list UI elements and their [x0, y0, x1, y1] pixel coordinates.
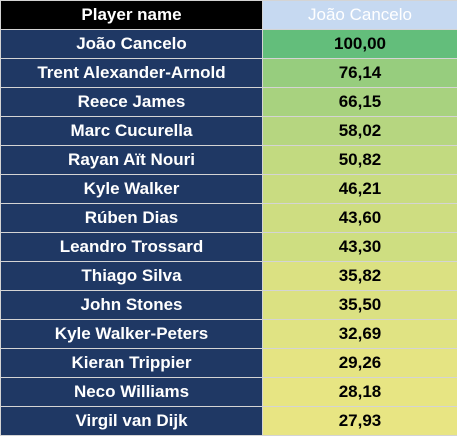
table-row: John Stones 35,50	[0, 290, 457, 320]
table-row: Kieran Trippier 29,26	[0, 348, 457, 378]
player-name-header[interactable]: Player name	[0, 0, 263, 30]
player-name-cell[interactable]: Rúben Dias	[0, 203, 263, 233]
value-cell[interactable]: 58,02	[262, 116, 457, 146]
value-cell[interactable]: 35,50	[262, 290, 457, 320]
table-body: João Cancelo 100,00 Trent Alexander-Arno…	[0, 29, 457, 436]
table-row: Kyle Walker-Peters 32,69	[0, 319, 457, 349]
table-row: Neco Williams 28,18	[0, 377, 457, 407]
player-name-cell[interactable]: Rayan Aït Nouri	[0, 145, 263, 175]
table-row: Rúben Dias 43,60	[0, 203, 457, 233]
player-name-cell[interactable]: João Cancelo	[0, 29, 263, 59]
player-name-cell[interactable]: Kieran Trippier	[0, 348, 263, 378]
value-column-header[interactable]: João Cancelo	[262, 0, 457, 30]
value-cell[interactable]: 43,30	[262, 232, 457, 262]
player-name-cell[interactable]: Kyle Walker	[0, 174, 263, 204]
value-cell[interactable]: 66,15	[262, 87, 457, 117]
value-cell[interactable]: 32,69	[262, 319, 457, 349]
player-name-cell[interactable]: Virgil van Dijk	[0, 406, 263, 436]
player-name-cell[interactable]: Kyle Walker-Peters	[0, 319, 263, 349]
table-row: Thiago Silva 35,82	[0, 261, 457, 291]
player-name-cell[interactable]: Leandro Trossard	[0, 232, 263, 262]
player-name-cell[interactable]: John Stones	[0, 290, 263, 320]
header-row: Player name João Cancelo	[0, 0, 457, 30]
table-row: João Cancelo 100,00	[0, 29, 457, 59]
value-cell[interactable]: 43,60	[262, 203, 457, 233]
value-cell[interactable]: 76,14	[262, 58, 457, 88]
value-cell[interactable]: 100,00	[262, 29, 457, 59]
table-row: Virgil van Dijk 27,93	[0, 406, 457, 436]
value-cell[interactable]: 27,93	[262, 406, 457, 436]
table-row: Kyle Walker 46,21	[0, 174, 457, 204]
value-cell[interactable]: 35,82	[262, 261, 457, 291]
value-cell[interactable]: 50,82	[262, 145, 457, 175]
table-row: Reece James 66,15	[0, 87, 457, 117]
player-name-cell[interactable]: Marc Cucurella	[0, 116, 263, 146]
table-row: Leandro Trossard 43,30	[0, 232, 457, 262]
player-name-cell[interactable]: Trent Alexander-Arnold	[0, 58, 263, 88]
value-cell[interactable]: 46,21	[262, 174, 457, 204]
table-row: Rayan Aït Nouri 50,82	[0, 145, 457, 175]
value-cell[interactable]: 28,18	[262, 377, 457, 407]
player-name-cell[interactable]: Neco Williams	[0, 377, 263, 407]
table-row: Marc Cucurella 58,02	[0, 116, 457, 146]
value-cell[interactable]: 29,26	[262, 348, 457, 378]
player-name-cell[interactable]: Thiago Silva	[0, 261, 263, 291]
player-name-cell[interactable]: Reece James	[0, 87, 263, 117]
table-row: Trent Alexander-Arnold 76,14	[0, 58, 457, 88]
